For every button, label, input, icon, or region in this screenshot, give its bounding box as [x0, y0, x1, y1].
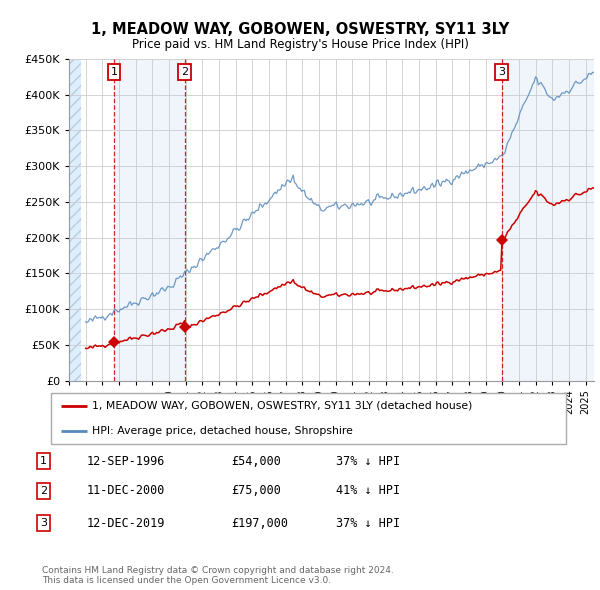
Text: 12-DEC-2019: 12-DEC-2019 — [87, 517, 166, 530]
Text: 3: 3 — [498, 67, 505, 77]
Text: 1, MEADOW WAY, GOBOWEN, OSWESTRY, SY11 3LY: 1, MEADOW WAY, GOBOWEN, OSWESTRY, SY11 3… — [91, 22, 509, 37]
FancyBboxPatch shape — [50, 393, 566, 444]
Text: Price paid vs. HM Land Registry's House Price Index (HPI): Price paid vs. HM Land Registry's House … — [131, 38, 469, 51]
Text: 3: 3 — [40, 519, 47, 528]
Text: £54,000: £54,000 — [231, 455, 281, 468]
Bar — [114, 59, 185, 381]
Text: 11-DEC-2000: 11-DEC-2000 — [87, 484, 166, 497]
Text: 37% ↓ HPI: 37% ↓ HPI — [336, 455, 400, 468]
Text: HPI: Average price, detached house, Shropshire: HPI: Average price, detached house, Shro… — [92, 426, 353, 436]
Text: 1: 1 — [40, 457, 47, 466]
Bar — [502, 59, 594, 381]
Text: 1: 1 — [110, 67, 118, 77]
Text: 2: 2 — [181, 67, 188, 77]
Text: 2: 2 — [40, 486, 47, 496]
Text: 1, MEADOW WAY, GOBOWEN, OSWESTRY, SY11 3LY (detached house): 1, MEADOW WAY, GOBOWEN, OSWESTRY, SY11 3… — [92, 401, 473, 411]
Text: Contains HM Land Registry data © Crown copyright and database right 2024.
This d: Contains HM Land Registry data © Crown c… — [42, 566, 394, 585]
Text: 12-SEP-1996: 12-SEP-1996 — [87, 455, 166, 468]
Text: £75,000: £75,000 — [231, 484, 281, 497]
Text: £197,000: £197,000 — [231, 517, 288, 530]
Text: 41% ↓ HPI: 41% ↓ HPI — [336, 484, 400, 497]
Text: 37% ↓ HPI: 37% ↓ HPI — [336, 517, 400, 530]
